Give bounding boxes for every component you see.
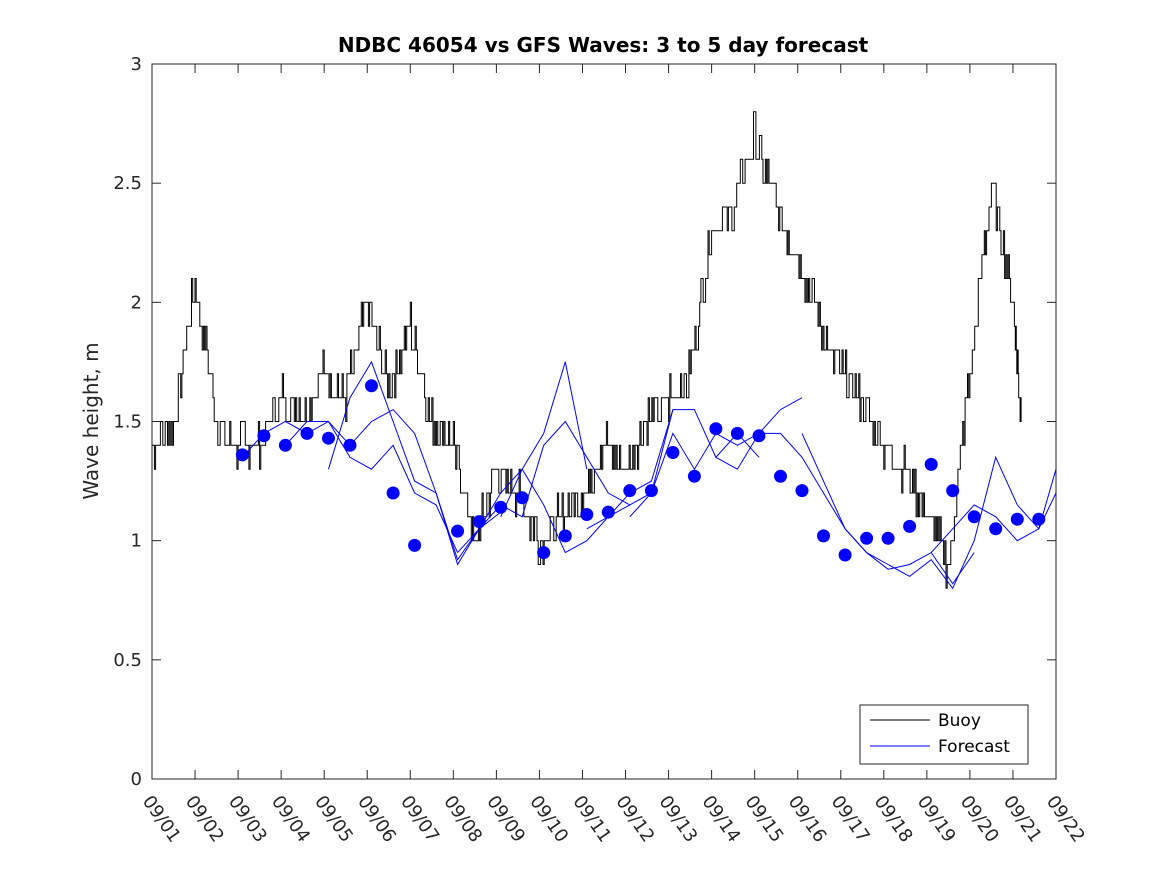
y-tick-label: 1.5 xyxy=(113,412,142,433)
chart-title: NDBC 46054 vs GFS Waves: 3 to 5 day fore… xyxy=(338,33,869,57)
forecast-marker xyxy=(860,531,874,545)
buoy-line xyxy=(152,111,1022,589)
forecast-marker xyxy=(386,486,400,500)
forecast-marker xyxy=(687,469,701,483)
legend-forecast-label: Forecast xyxy=(938,737,1010,757)
x-tick-label: 09/16 xyxy=(784,792,831,847)
forecast-marker xyxy=(795,484,809,498)
forecast-marker xyxy=(623,484,637,498)
x-tick-label: 09/03 xyxy=(224,792,271,847)
legend: Buoy Forecast xyxy=(859,704,1029,765)
forecast-run-line xyxy=(500,409,674,554)
forecast-run-line xyxy=(414,361,588,566)
x-tick-label: 09/18 xyxy=(870,792,917,847)
x-tick-label: 09/09 xyxy=(482,792,529,847)
forecast-marker xyxy=(730,426,744,440)
forecast-marker xyxy=(472,515,486,529)
forecast-marker xyxy=(644,484,658,498)
forecast-marker xyxy=(451,524,465,538)
forecast-marker xyxy=(601,505,615,519)
x-tick-label: 09/10 xyxy=(525,792,572,847)
forecast-markers xyxy=(235,379,1046,562)
forecast-marker xyxy=(322,431,335,445)
x-tick-label: 09/20 xyxy=(956,792,1003,847)
forecast-marker xyxy=(300,426,314,440)
x-tick-label: 09/01 xyxy=(138,792,185,847)
x-tick-label: 09/19 xyxy=(913,792,960,847)
forecast-marker xyxy=(494,500,508,514)
forecast-marker xyxy=(558,529,572,543)
forecast-marker xyxy=(903,519,917,533)
forecast-marker xyxy=(838,548,852,562)
x-tick-label: 09/04 xyxy=(267,792,314,847)
x-tick-label: 09/07 xyxy=(396,792,443,847)
forecast-marker xyxy=(989,522,1003,536)
forecast-marker xyxy=(881,531,895,545)
y-tick-label: 1 xyxy=(131,531,142,552)
buoy-series xyxy=(152,111,1022,589)
x-tick-label: 09/21 xyxy=(999,792,1046,847)
y-tick-label: 3 xyxy=(131,54,142,75)
legend-box xyxy=(859,704,1029,765)
forecast-marker xyxy=(365,379,378,393)
forecast-marker xyxy=(257,429,271,443)
forecast-marker xyxy=(580,508,594,521)
x-tick-label: 09/11 xyxy=(568,792,615,847)
forecast-marker xyxy=(235,448,249,462)
forecast-run-line xyxy=(457,420,631,553)
legend-buoy-label: Buoy xyxy=(938,711,981,731)
forecast-run-line xyxy=(887,455,1057,590)
forecast-series xyxy=(242,360,1057,590)
x-tick-label: 09/02 xyxy=(181,792,228,847)
forecast-marker xyxy=(774,469,787,483)
forecast-run-line xyxy=(328,360,502,561)
y-tick-label: 0 xyxy=(131,769,142,790)
forecast-run-line xyxy=(285,421,459,553)
x-tick-label: 09/17 xyxy=(827,792,874,847)
x-tick-label: 09/22 xyxy=(1042,792,1089,847)
x-tick-label: 09/06 xyxy=(353,792,400,847)
forecast-marker xyxy=(666,446,680,459)
x-tick-label: 09/08 xyxy=(439,792,486,847)
x-tick-label: 09/14 xyxy=(698,792,745,847)
forecast-run-line xyxy=(801,433,975,585)
forecast-marker xyxy=(278,438,292,452)
forecast-run-line xyxy=(715,432,889,565)
y-tick-label: 2.5 xyxy=(113,173,142,194)
forecast-run-line xyxy=(930,492,1057,553)
forecast-marker xyxy=(343,438,357,452)
forecast-marker xyxy=(1032,512,1046,526)
x-tick-label: 09/15 xyxy=(741,792,788,847)
x-tick-label: 09/13 xyxy=(654,792,701,847)
forecast-marker xyxy=(817,529,830,543)
forecast-marker xyxy=(946,484,960,498)
x-tick-label: 09/12 xyxy=(611,792,658,847)
forecast-marker xyxy=(515,491,529,505)
forecast-marker xyxy=(408,538,422,552)
y-tick-label: 2 xyxy=(131,292,142,313)
y-axis-label: Wave height, m xyxy=(79,342,103,499)
x-tick-label: 09/05 xyxy=(310,792,357,847)
forecast-marker xyxy=(709,422,723,436)
forecast-marker xyxy=(1010,512,1024,526)
forecast-marker xyxy=(537,546,551,560)
forecast-marker xyxy=(967,510,981,524)
y-ticks: 0 0.5 1 1.5 2 2.5 3 xyxy=(113,54,1056,790)
forecast-marker xyxy=(752,429,766,443)
forecast-marker xyxy=(924,457,938,471)
y-tick-label: 0.5 xyxy=(113,650,142,671)
